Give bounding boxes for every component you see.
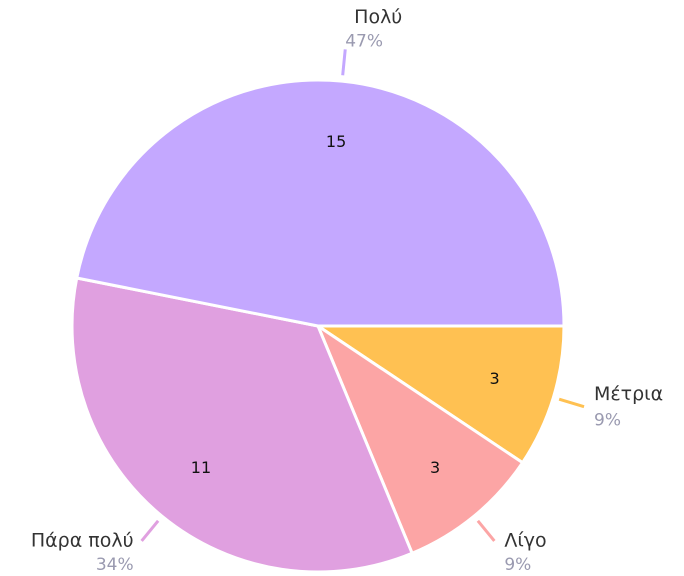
category-label: Πολύ — [354, 6, 402, 28]
percentage-label: 9% — [504, 555, 531, 575]
category-label: Πάρα πολύ — [31, 529, 134, 551]
slice-value: 3 — [489, 369, 499, 388]
pie-slice — [70, 276, 415, 574]
percentage-label: 47% — [345, 31, 383, 51]
pie-slice — [314, 322, 525, 556]
pie-slice — [74, 78, 566, 328]
slice-value: 3 — [430, 458, 440, 477]
percentage-label: 9% — [594, 411, 621, 431]
pie-slice — [313, 324, 566, 465]
leader-line — [476, 519, 496, 542]
slice-value: 15 — [326, 132, 346, 151]
leader-line — [140, 519, 160, 542]
leader-line — [558, 397, 585, 409]
percentage-label: 34% — [96, 555, 134, 575]
slice-value: 11 — [191, 458, 211, 477]
leader-line — [341, 49, 347, 76]
category-label: Λίγο — [504, 529, 546, 551]
category-label: Μέτρια — [594, 383, 663, 405]
